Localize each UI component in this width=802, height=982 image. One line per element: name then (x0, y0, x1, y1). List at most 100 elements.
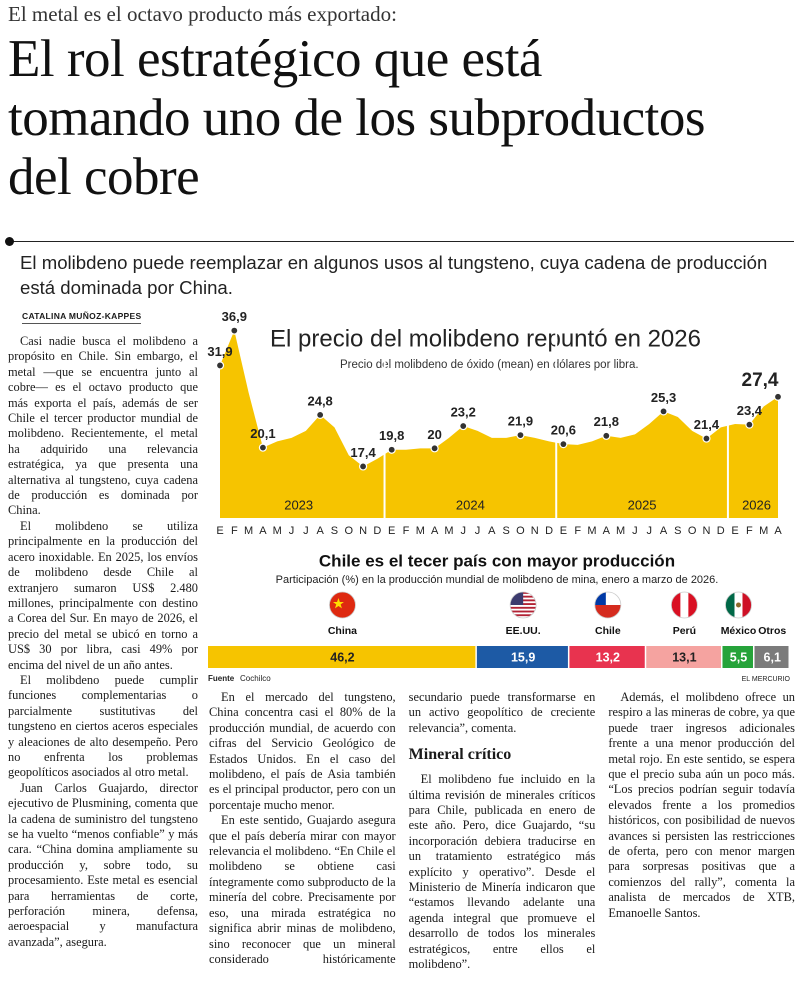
x-tick-label: M (244, 525, 253, 537)
value-label: 23,2 (451, 404, 476, 419)
x-tick-label: N (531, 525, 539, 537)
flag (725, 592, 752, 618)
x-tick-label: J (289, 525, 295, 537)
chart-subtitle: Precio del molibdeno de óxido (mean) en … (340, 359, 639, 371)
x-tick-label: J (475, 525, 481, 537)
deck: El molibdeno puede reemplazar en algunos… (20, 252, 768, 298)
x-tick-label: O (688, 525, 697, 537)
x-tick-label: M (587, 525, 596, 537)
data-point (230, 326, 239, 335)
paragraph: El molibdeno se utiliza principalmente e… (8, 518, 198, 672)
data-point (702, 434, 711, 443)
chart-title: El precio del molibdeno repuntó en 2026 (270, 325, 701, 352)
value-label: 5,5 (730, 650, 747, 664)
x-tick-label: D (717, 525, 725, 537)
flag-part (329, 592, 356, 618)
data-point (387, 445, 396, 454)
flag-part (594, 592, 606, 605)
data-point (745, 420, 754, 429)
country-label: China (328, 625, 357, 637)
price-area (220, 330, 778, 518)
data-point (516, 430, 525, 440)
x-tick-label: J (303, 525, 309, 537)
data-point (459, 421, 468, 431)
data-point (602, 431, 611, 440)
x-tick-label: A (603, 525, 611, 537)
x-tick-label: A (431, 525, 439, 537)
value-label: 21,9 (508, 414, 533, 429)
paragraph: Casi nadie busca el molibdeno a propósit… (8, 334, 198, 518)
x-tick-label: E (216, 525, 223, 537)
x-tick-label: J (646, 525, 652, 537)
year-label: 2026 (742, 497, 771, 512)
x-tick-label: A (316, 525, 324, 537)
source-label: Fuente (208, 674, 235, 683)
data-point (659, 407, 668, 416)
x-tick-label: M (616, 525, 625, 537)
country-label: Otros (758, 625, 786, 637)
x-tick-label: A (660, 525, 668, 537)
value-label: 24,8 (307, 393, 332, 408)
x-tick-label: D (373, 525, 381, 537)
value-label: 20,1 (250, 426, 275, 441)
chart-title: Chile es el tecer país con mayor producc… (319, 551, 675, 570)
kicker: El metal es el octavo producto más expor… (8, 2, 397, 26)
country-label: Perú (673, 625, 696, 637)
x-tick-label: A (488, 525, 496, 537)
x-tick-label: A (259, 525, 267, 537)
bar-segment (722, 646, 753, 668)
value-label: 36,9 (222, 309, 247, 324)
x-tick-label: S (331, 525, 338, 537)
bar-segment (208, 646, 476, 668)
x-tick-label: J (632, 525, 638, 537)
year-label: 2023 (284, 497, 313, 512)
chart-subtitle: Participación (%) en la producción mundi… (276, 574, 719, 586)
value-label: 17,4 (350, 445, 376, 460)
data-point (316, 410, 325, 419)
country-label: México (721, 625, 757, 637)
x-tick-label: S (674, 525, 681, 537)
flag-outline (329, 591, 356, 619)
x-tick-label: J (460, 525, 466, 537)
x-tick-label: M (416, 525, 425, 537)
value-label: 31,9 (207, 344, 232, 359)
flag-part (510, 614, 537, 617)
flag-outline (594, 591, 622, 619)
flag-outline (670, 591, 698, 619)
byline: CATALINA MUÑOZ-KAPPES (22, 311, 142, 324)
x-tick-label: O (344, 525, 353, 537)
value-label: 23,4 (737, 403, 763, 418)
x-tick-label: M (759, 525, 768, 537)
bar-segment (646, 646, 721, 668)
x-tick-label: M (273, 525, 282, 537)
value-label: 46,2 (330, 650, 354, 664)
x-tick-label: E (388, 525, 395, 537)
value-label: 19,8 (379, 428, 404, 443)
x-tick-label: F (403, 525, 410, 537)
paragraph: Juan Carlos Guajardo, director ejecutivo… (8, 780, 198, 949)
flag-part (510, 606, 537, 609)
source: Cochilco (240, 674, 271, 683)
year-label: 2025 (628, 497, 657, 512)
body-column: Casi nadie busca el molibdeno a propósit… (8, 334, 198, 978)
headline: El rol estratégico que está tomando uno … (8, 30, 706, 206)
section-heading: Mineral crítico (408, 746, 512, 764)
data-point (258, 443, 268, 452)
share-chart: Chile es el tecer país con mayor producc… (208, 551, 791, 683)
flag-outline (509, 591, 537, 619)
x-tick-label: N (359, 525, 367, 537)
paragraph: En este sentido, Guajardo asegura que el… (209, 690, 596, 966)
x-tick-label: F (231, 525, 238, 537)
value-label: 20,6 (551, 423, 576, 438)
x-tick-label: O (516, 525, 525, 537)
paragraph: El molibdeno fue incluido en la última r… (408, 772, 596, 972)
rule-dot (5, 237, 14, 246)
flag-star (332, 598, 344, 609)
body-columns: En el mercado del tungsteno, China conce… (209, 690, 795, 978)
data-point (358, 462, 368, 471)
flag-outline (725, 591, 752, 619)
flag (329, 592, 356, 618)
x-tick-label: F (746, 525, 753, 537)
x-tick-label: E (731, 525, 738, 537)
